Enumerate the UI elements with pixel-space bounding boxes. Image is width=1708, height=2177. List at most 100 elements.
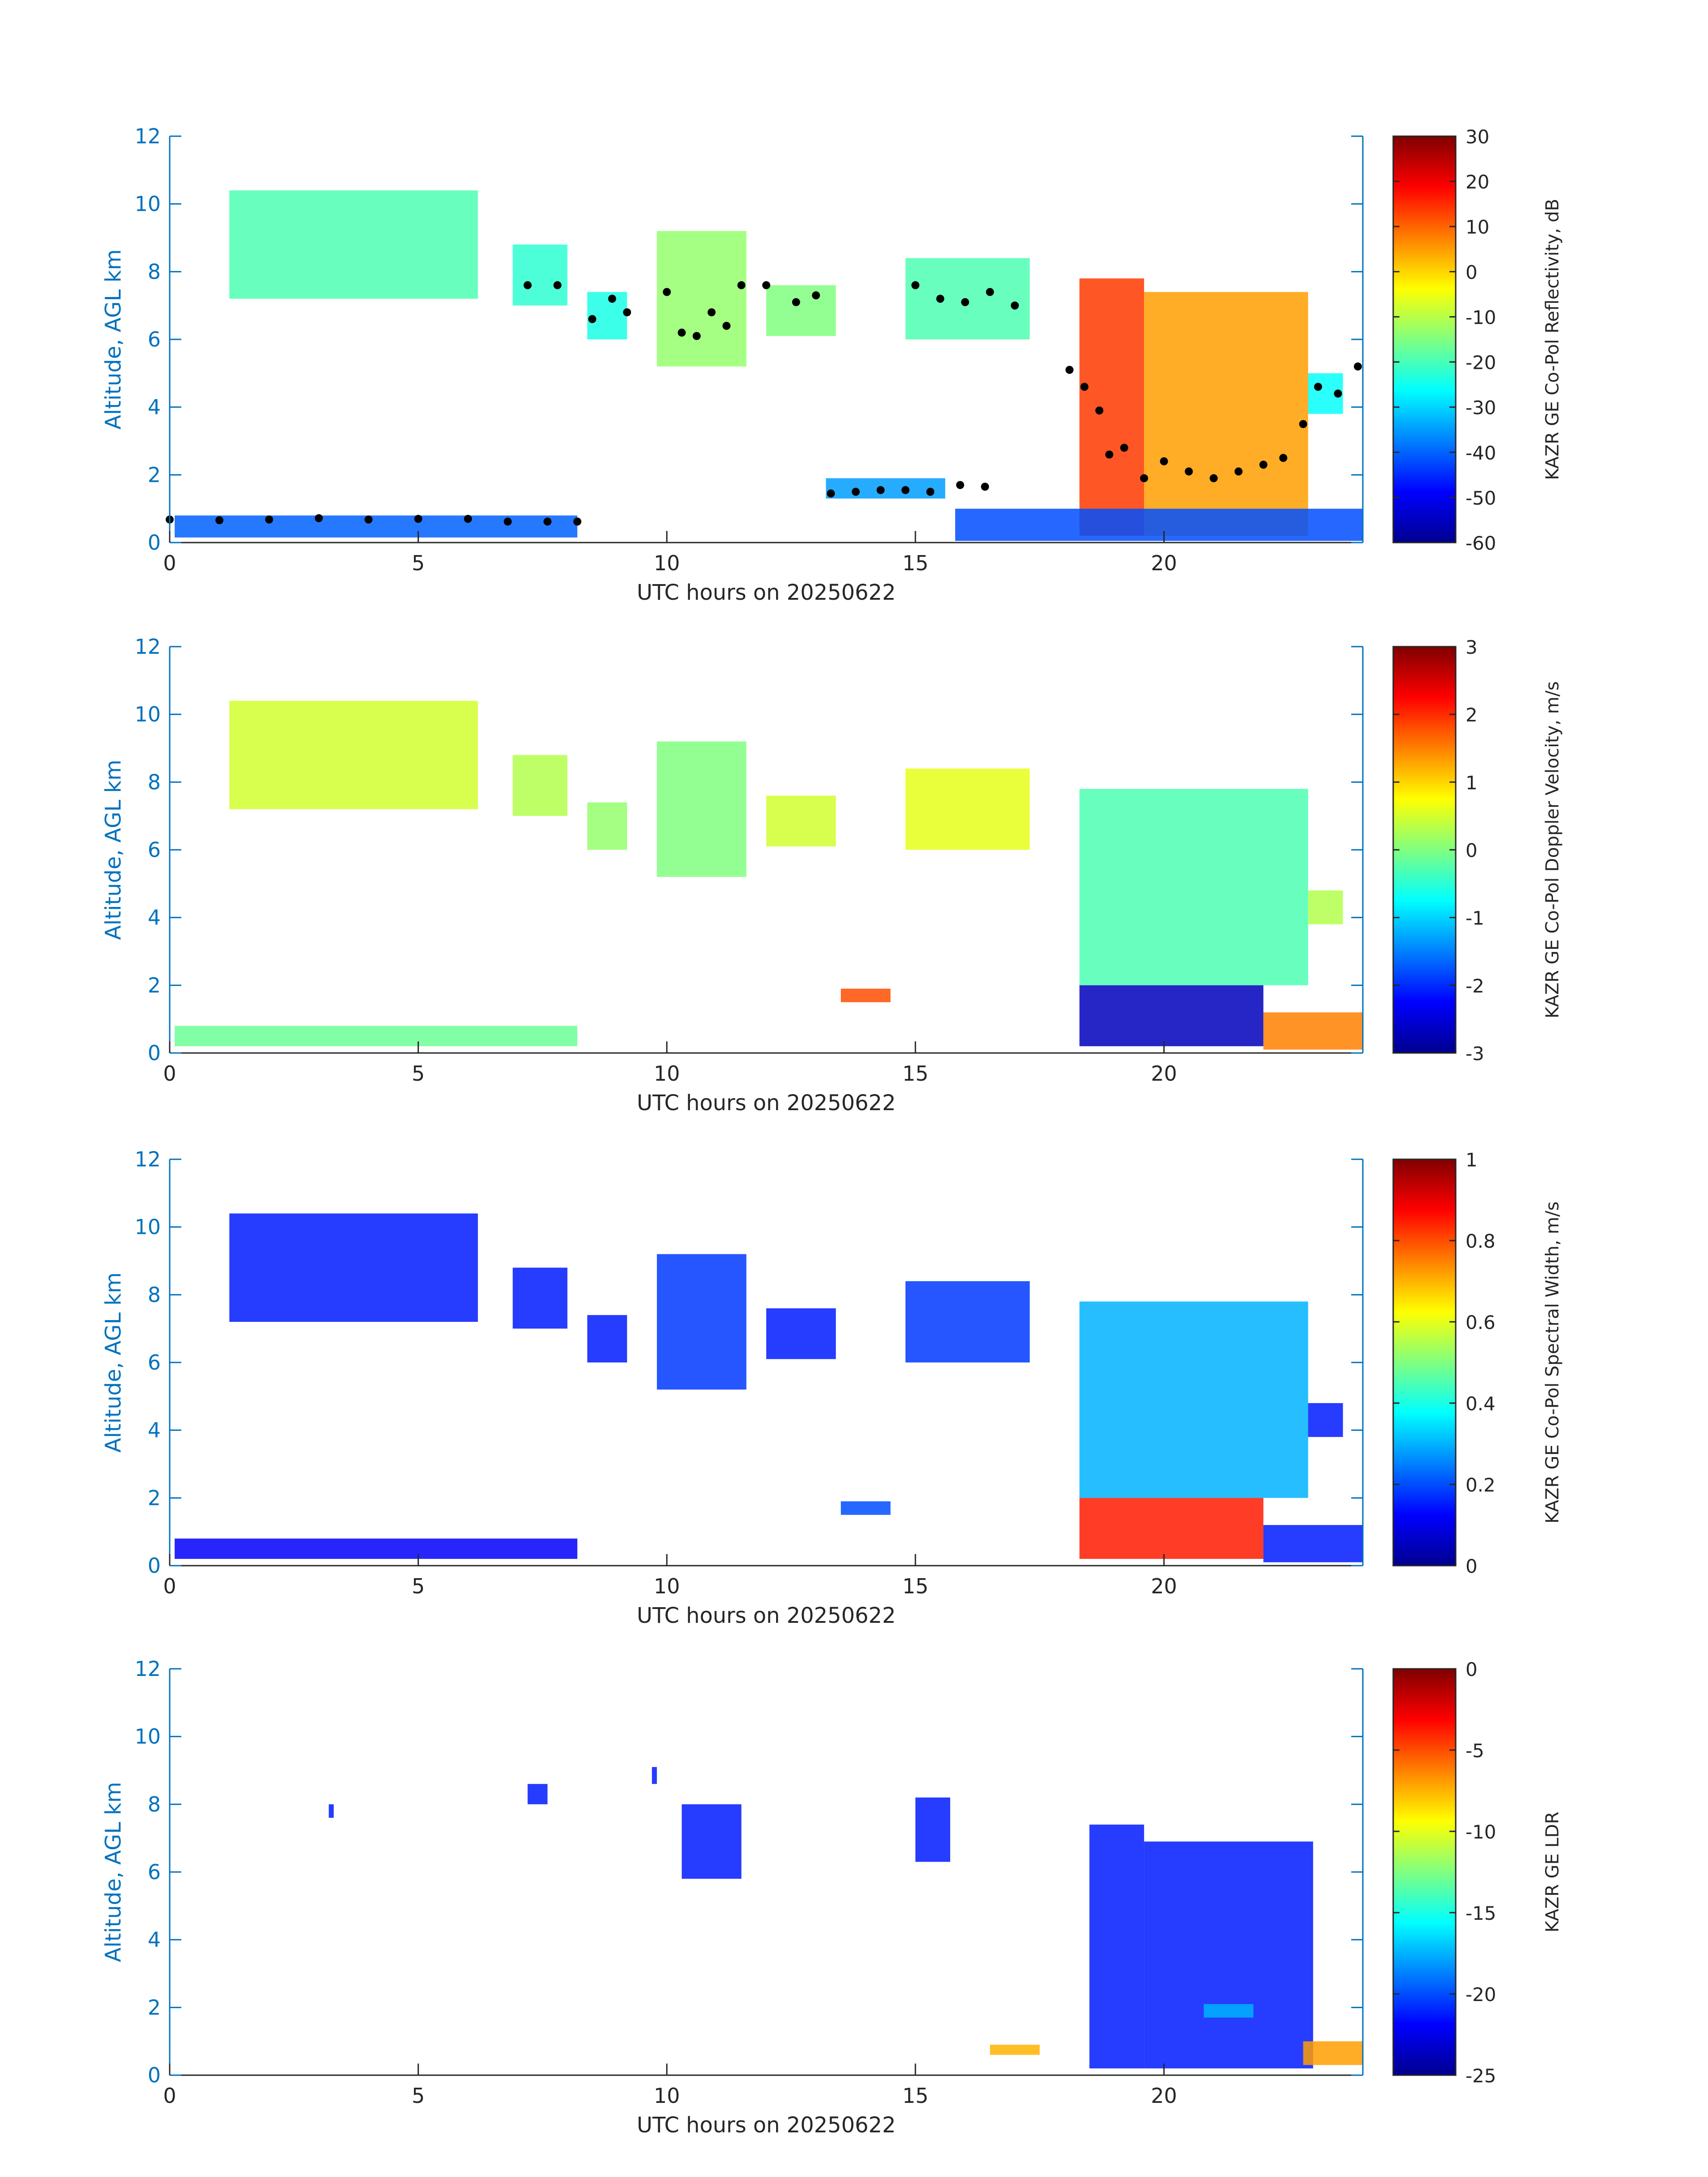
colorbar-tick-label: 0 — [1466, 261, 1478, 283]
echo-region — [1079, 1301, 1308, 1498]
y-axis-label: Altitude, AGL km — [101, 1782, 126, 1962]
cloud-base-point — [852, 488, 860, 496]
x-tick-label: 15 — [902, 1061, 929, 1086]
y-tick-label: 12 — [134, 635, 161, 659]
cloud-base-point — [215, 516, 224, 524]
cloud-base-point — [707, 308, 716, 317]
colorbar-tick-label: -1 — [1466, 907, 1484, 929]
colorbar — [1392, 1158, 1457, 1567]
y-axis-label: Altitude, AGL km — [101, 249, 126, 430]
colorbar-tick-label: 1 — [1466, 1149, 1478, 1171]
x-tick-label: 20 — [1151, 551, 1177, 575]
y-tick-label: 2 — [148, 1995, 161, 2019]
y-tick-label: 2 — [148, 463, 161, 487]
y-tick-label: 0 — [148, 2063, 161, 2087]
cloud-base-point — [1353, 362, 1362, 371]
colorbar — [1392, 646, 1457, 1054]
cloud-base-point — [1259, 460, 1268, 469]
echo-region — [513, 1267, 568, 1329]
echo-region — [175, 1538, 577, 1559]
cloud-base-point — [414, 514, 422, 523]
cloud-base-point — [553, 281, 562, 289]
cloud-base-point — [504, 517, 512, 526]
cloud-base-point — [1334, 389, 1342, 398]
echo-region — [1203, 2004, 1254, 2018]
echo-region — [651, 1767, 657, 1784]
echo-region — [1263, 1525, 1363, 1563]
cloud-base-point — [901, 486, 910, 494]
y-tick-label: 12 — [134, 1657, 161, 1681]
y-tick-label: 8 — [148, 770, 161, 794]
x-tick-label: 5 — [412, 1574, 425, 1598]
y-tick-label: 0 — [148, 1041, 161, 1065]
panel-1: 0 2 4 6 8 10 12 0 5 10 15 20 UTC hours on 20250622 Al… — [101, 124, 1563, 605]
cloud-base-point — [1185, 467, 1193, 476]
echo-region — [955, 509, 1363, 541]
cloud-base-point — [722, 322, 731, 330]
cloud-base-point — [543, 517, 552, 526]
echo-region — [841, 988, 891, 1003]
colorbar-tick-label: 0.6 — [1466, 1312, 1495, 1333]
cloud-base-point — [663, 288, 671, 296]
y-tick-label: 8 — [148, 259, 161, 284]
colorbar-tick-label: -30 — [1466, 397, 1496, 419]
cloud-base-point — [961, 298, 969, 306]
cloud-base-point — [1210, 474, 1218, 482]
echo-region — [229, 1213, 478, 1322]
echo-region — [587, 802, 627, 850]
cloud-base-point — [623, 308, 631, 317]
echo-region — [1308, 890, 1343, 924]
colorbar-tick-label: 10 — [1466, 216, 1489, 238]
colorbar-label: KAZR GE Co-Pol Reflectivity, dB — [1542, 199, 1563, 480]
y-tick-label: 8 — [148, 1283, 161, 1307]
y-tick-label: 2 — [148, 973, 161, 997]
colorbar-tick-label: -20 — [1466, 352, 1496, 374]
cloud-base-point — [1140, 474, 1148, 482]
colorbar-tick-label: 0.8 — [1466, 1230, 1495, 1252]
x-tick-label: 0 — [163, 2084, 176, 2108]
colorbar-tick-label: -60 — [1466, 532, 1496, 554]
echo-region — [657, 1254, 747, 1390]
echo-region — [527, 1784, 548, 1805]
echo-region — [905, 769, 1030, 850]
cloud-base-point — [1299, 420, 1307, 428]
echo-region — [175, 515, 577, 538]
cloud-base-point — [986, 288, 994, 296]
y-tick-label: 6 — [148, 327, 161, 351]
echo-region — [329, 1804, 334, 1818]
colorbar-tick-label: 0 — [1466, 1659, 1478, 1680]
colorbar-tick-label: -50 — [1466, 487, 1496, 509]
cloud-base-point — [762, 281, 770, 289]
x-tick-label: 20 — [1151, 1061, 1177, 1086]
echo-region — [905, 1281, 1030, 1362]
cloud-base-point — [1011, 301, 1019, 310]
echo-region — [1089, 1824, 1144, 2068]
colorbar-tick-label: -2 — [1466, 975, 1484, 997]
cloud-base-point — [1314, 383, 1322, 391]
colorbar-tick-label: 3 — [1466, 636, 1478, 658]
echo-region — [905, 258, 1030, 339]
x-tick-label: 15 — [902, 551, 929, 575]
x-tick-label: 5 — [412, 1061, 425, 1086]
y-axis-label: Altitude, AGL km — [101, 1272, 126, 1453]
cloud-base-point — [812, 291, 820, 300]
echo-region — [229, 701, 478, 809]
y-tick-label: 6 — [148, 1860, 161, 1884]
colorbar-tick-label: 1 — [1466, 772, 1478, 794]
cloud-base-point — [956, 481, 965, 489]
echo-region — [1079, 278, 1144, 536]
cloud-base-point — [981, 482, 989, 491]
y-tick-label: 10 — [134, 192, 161, 216]
y-tick-label: 0 — [148, 1554, 161, 1578]
colorbar-tick-label: -10 — [1466, 306, 1496, 328]
cloud-base-point — [364, 515, 373, 524]
y-tick-label: 4 — [148, 395, 161, 419]
echo-region — [766, 795, 836, 847]
x-tick-label: 10 — [654, 2084, 680, 2108]
y-tick-label: 12 — [134, 1147, 161, 1171]
colorbar-tick-label: -10 — [1466, 1821, 1496, 1843]
x-tick-label: 20 — [1151, 1574, 1177, 1598]
cloud-base-point — [1120, 443, 1128, 452]
echo-region — [1079, 1498, 1264, 1559]
